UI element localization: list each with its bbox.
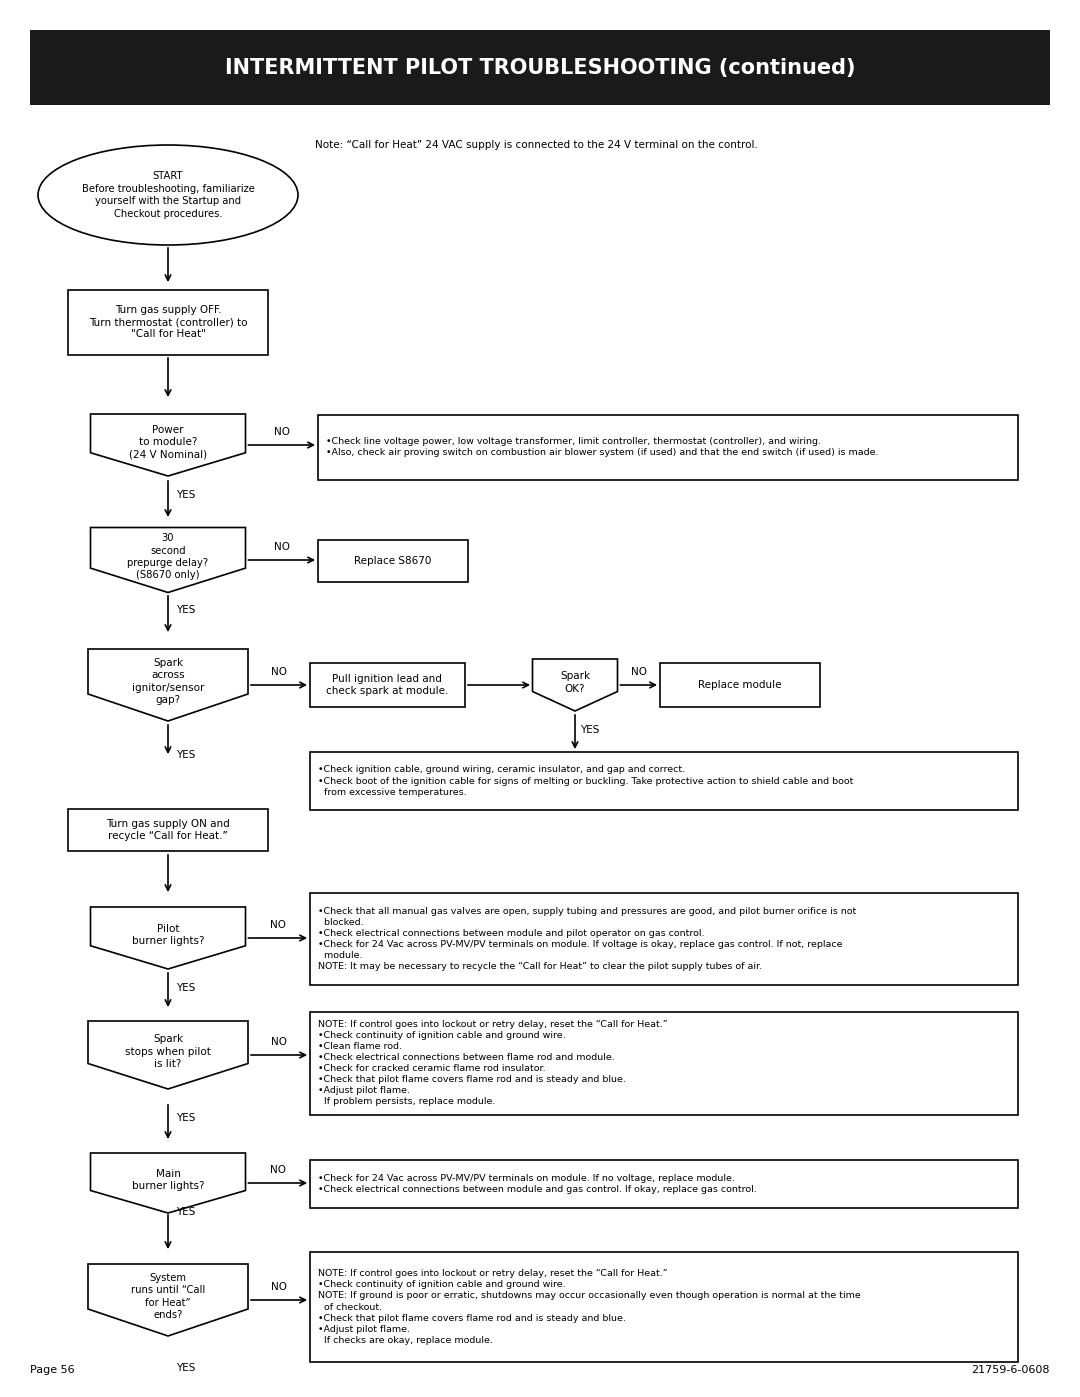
Text: Main
burner lights?: Main burner lights?: [132, 1169, 204, 1192]
Text: YES: YES: [176, 983, 195, 993]
FancyBboxPatch shape: [660, 664, 820, 707]
FancyBboxPatch shape: [310, 1252, 1018, 1362]
Text: NO: NO: [271, 666, 287, 678]
Polygon shape: [91, 414, 245, 476]
FancyBboxPatch shape: [310, 1011, 1018, 1115]
Text: INTERMITTENT PILOT TROUBLESHOOTING (continued): INTERMITTENT PILOT TROUBLESHOOTING (cont…: [225, 57, 855, 77]
FancyBboxPatch shape: [68, 809, 268, 851]
Polygon shape: [91, 907, 245, 970]
Text: NO: NO: [273, 427, 289, 437]
Text: NO: NO: [270, 1165, 286, 1175]
Polygon shape: [87, 650, 248, 721]
FancyBboxPatch shape: [68, 289, 268, 355]
Polygon shape: [87, 1264, 248, 1336]
Text: •Check ignition cable, ground wiring, ceramic insulator, and gap and correct.
•C: •Check ignition cable, ground wiring, ce…: [318, 766, 853, 796]
Text: 30
second
prepurge delay?
(S8670 only): 30 second prepurge delay? (S8670 only): [127, 534, 208, 580]
Text: YES: YES: [176, 1363, 195, 1373]
Text: Page 56: Page 56: [30, 1365, 75, 1375]
Text: NOTE: If control goes into lockout or retry delay, reset the “Call for Heat.”
•C: NOTE: If control goes into lockout or re…: [318, 1270, 861, 1345]
Text: Note: “Call for Heat” 24 VAC supply is connected to the 24 V terminal on the con: Note: “Call for Heat” 24 VAC supply is c…: [315, 140, 758, 149]
Text: YES: YES: [176, 750, 195, 760]
Text: Replace S8670: Replace S8670: [354, 556, 432, 566]
FancyBboxPatch shape: [318, 415, 1018, 479]
Text: NOTE: If control goes into lockout or retry delay, reset the “Call for Heat.”
•C: NOTE: If control goes into lockout or re…: [318, 1020, 667, 1106]
Polygon shape: [532, 659, 618, 711]
Ellipse shape: [38, 145, 298, 244]
FancyBboxPatch shape: [310, 1160, 1018, 1208]
FancyBboxPatch shape: [310, 752, 1018, 810]
Text: •Check for 24 Vac across PV-MV/PV terminals on module. If no voltage, replace mo: •Check for 24 Vac across PV-MV/PV termin…: [318, 1173, 757, 1194]
Polygon shape: [91, 1153, 245, 1213]
Text: Turn gas supply OFF.
Turn thermostat (controller) to
"Call for Heat": Turn gas supply OFF. Turn thermostat (co…: [89, 305, 247, 339]
Text: NO: NO: [273, 542, 289, 552]
Text: START
Before troubleshooting, familiarize
yourself with the Startup and
Checkout: START Before troubleshooting, familiariz…: [82, 172, 255, 218]
FancyBboxPatch shape: [310, 664, 464, 707]
FancyBboxPatch shape: [30, 29, 1050, 105]
Polygon shape: [91, 528, 245, 592]
Text: Spark
OK?: Spark OK?: [559, 671, 590, 693]
Text: •Check that all manual gas valves are open, supply tubing and pressures are good: •Check that all manual gas valves are op…: [318, 907, 856, 971]
Text: Spark
stops when pilot
is lit?: Spark stops when pilot is lit?: [125, 1034, 211, 1069]
Text: Turn gas supply ON and
recycle “Call for Heat.”: Turn gas supply ON and recycle “Call for…: [106, 819, 230, 841]
Text: NO: NO: [271, 1037, 287, 1046]
Text: 21759-6-0608: 21759-6-0608: [972, 1365, 1050, 1375]
Text: Pilot
burner lights?: Pilot burner lights?: [132, 923, 204, 946]
Text: •Check line voltage power, low voltage transformer, limit controller, thermostat: •Check line voltage power, low voltage t…: [326, 437, 878, 457]
Text: YES: YES: [176, 1113, 195, 1123]
Text: Replace module: Replace module: [699, 680, 782, 690]
Text: Pull ignition lead and
check spark at module.: Pull ignition lead and check spark at mo…: [326, 673, 448, 696]
Text: YES: YES: [176, 605, 195, 615]
Polygon shape: [87, 1021, 248, 1090]
Text: Spark
across
ignitor/sensor
gap?: Spark across ignitor/sensor gap?: [132, 658, 204, 705]
Text: YES: YES: [176, 490, 195, 500]
FancyBboxPatch shape: [310, 893, 1018, 985]
Text: NO: NO: [270, 921, 286, 930]
FancyBboxPatch shape: [318, 541, 468, 583]
Text: NO: NO: [631, 666, 647, 678]
Text: YES: YES: [580, 725, 599, 735]
Text: Power
to module?
(24 V Nominal): Power to module? (24 V Nominal): [129, 425, 207, 460]
Text: YES: YES: [176, 1207, 195, 1217]
Text: System
runs until “Call
for Heat”
ends?: System runs until “Call for Heat” ends?: [131, 1273, 205, 1320]
Text: NO: NO: [271, 1282, 287, 1292]
